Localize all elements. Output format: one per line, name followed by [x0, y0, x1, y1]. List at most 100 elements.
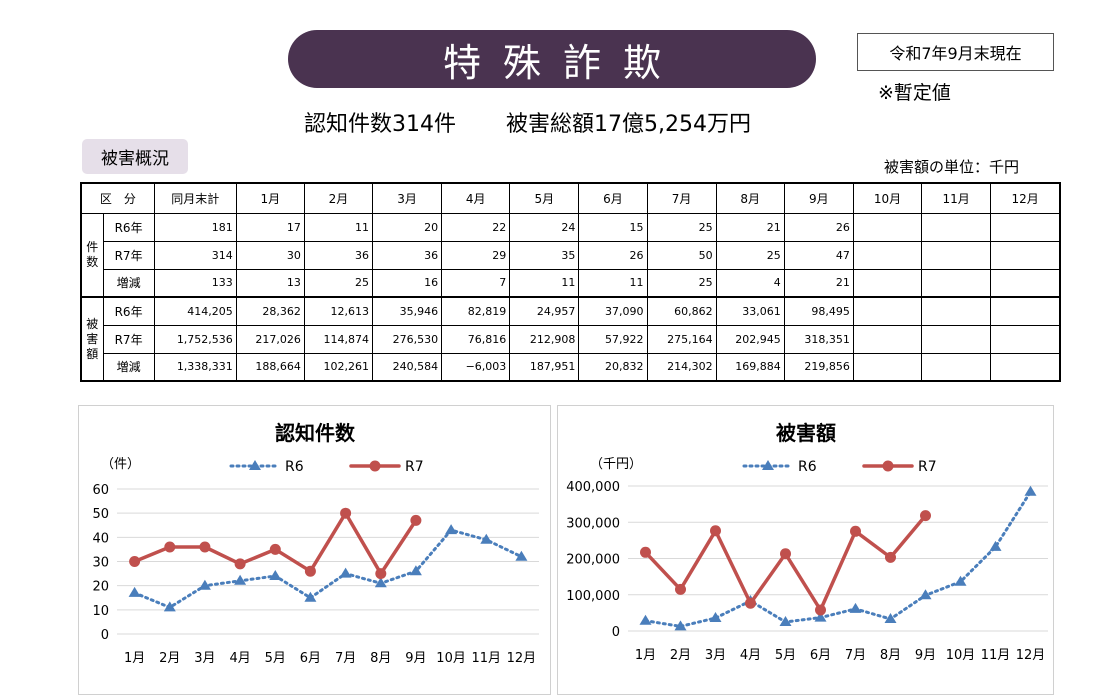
table-header-cell: 同月末計 [153, 182, 237, 214]
table-row-label: R7年 [102, 240, 155, 270]
table-cell: 1,338,331 [153, 352, 237, 382]
x-tick-label: 3月 [194, 651, 215, 666]
table-header-cell: 12月 [990, 182, 1062, 214]
summary-count: 認知件数314件 [304, 112, 456, 137]
legend-label: R7 [405, 459, 424, 475]
table-cell [921, 296, 992, 326]
data-point-r6 [480, 533, 493, 544]
table-cell [852, 212, 923, 242]
table-cell: 318,351 [783, 324, 854, 354]
table-cell: 76,816 [441, 324, 511, 354]
legend-marker [249, 460, 261, 470]
as-of-date-box: 令和7年9月末現在 [857, 33, 1054, 71]
table-header-cell: 5月 [509, 182, 580, 214]
y-tick-label: 100,000 [566, 589, 620, 604]
table-cell: 202,945 [715, 324, 785, 354]
x-tick-label: 6月 [300, 651, 321, 666]
x-tick-label: 1月 [124, 651, 145, 666]
table-cell: 102,261 [303, 352, 374, 382]
table-header-cell: 9月 [783, 182, 854, 214]
table-cell: 15 [578, 212, 648, 242]
data-point-r7 [640, 546, 651, 558]
data-point-r7 [745, 597, 756, 609]
table-cell: 187,951 [509, 352, 580, 382]
y-tick-label: 0 [612, 625, 620, 640]
table-cell: 33,061 [715, 296, 785, 326]
table-row-label: R7年 [102, 324, 155, 354]
data-point-r6 [989, 540, 1002, 551]
table-cell: 16 [372, 268, 443, 298]
table-cell: 217,026 [235, 324, 305, 354]
table-cell: 13 [235, 268, 305, 298]
table-cell: 50 [646, 240, 717, 270]
table-cell: 114,874 [303, 324, 374, 354]
data-point-r6 [234, 574, 247, 585]
data-point-r6 [849, 602, 862, 613]
stats-table: 区 分同月末計 1月 2月 3月 4月 5月 6月 7月 8月 9月 10月 11月 12月 件数 R6年… [79, 182, 1062, 382]
y-tick-label: 40 [92, 531, 109, 546]
data-point-r7 [675, 583, 686, 595]
table-cell: 4 [715, 268, 785, 298]
table-cell [990, 296, 1062, 326]
table-row-label: 増減 [102, 352, 155, 382]
table-header-cell: 8月 [715, 182, 785, 214]
y-tick-label: 0 [101, 628, 109, 643]
table-cell: 35 [509, 240, 580, 270]
x-tick-label: 8月 [370, 651, 391, 666]
data-point-r7 [129, 556, 141, 567]
table-cell: 25 [303, 268, 374, 298]
y-axis-label: （件） [101, 457, 140, 472]
data-point-r6 [304, 591, 317, 602]
series-line-r6 [644, 490, 1032, 628]
x-tick-label: 4月 [229, 651, 250, 666]
x-tick-label: 8月 [880, 648, 901, 663]
unit-note: 被害額の単位：千円 [884, 158, 1020, 176]
table-cell: 25 [646, 212, 717, 242]
data-point-r6 [374, 577, 387, 588]
table-cell [852, 352, 923, 382]
x-tick-label: 11月 [981, 648, 1011, 663]
x-tick-label: 12月 [1016, 648, 1046, 663]
chart-title: 認知件数 [275, 421, 356, 445]
table-row: R7年 314 30 36 36 29 35 26 50 25 47 [81, 240, 1062, 270]
table-cell: 240,584 [372, 352, 443, 382]
table-cell [852, 268, 923, 298]
table-row-label: 増減 [102, 268, 155, 298]
table-cell [921, 268, 992, 298]
data-point-r7 [815, 604, 826, 616]
table-cell: 219,856 [783, 352, 854, 382]
data-point-r7 [234, 558, 246, 570]
table-cell: 21 [783, 268, 854, 298]
table-cell [990, 212, 1062, 242]
table-cell [990, 324, 1062, 354]
count-chart: 認知件数 （件） R6 R7 0 10 20 30 40 50 60 1月 2月 3月 4月 5月 6月 7月 8月… [92, 421, 539, 666]
table-row: 被害額 R6年 414,205 28,362 12,613 35,946 82,819 24,… [79, 296, 1062, 382]
summary-line: 認知件数314件 被害総額17億5,254万円 [304, 106, 751, 138]
x-tick-label: 1月 [635, 648, 656, 663]
table-cell: 275,164 [646, 324, 717, 354]
table-row-label: R6年 [102, 212, 155, 242]
data-point-r7 [199, 541, 211, 553]
table-cell: 29 [441, 240, 511, 270]
table-cell: 26 [578, 240, 648, 270]
x-tick-label: 6月 [810, 648, 831, 663]
y-tick-label: 200,000 [566, 553, 620, 568]
x-tick-label: 2月 [670, 648, 691, 663]
table-header-cell: 1月 [235, 182, 305, 214]
table-cell [990, 240, 1062, 270]
table-header-cell: 区 分 [79, 182, 155, 214]
data-point-r7 [850, 525, 861, 537]
table-cell: −6,003 [441, 352, 511, 382]
table-header-cell: 6月 [578, 182, 648, 214]
table-cell: 60,862 [646, 296, 717, 326]
damage-chart: 被害額 （千円） R6 R7 0 100,000 200,000 300,000 400,000… [566, 421, 1048, 663]
table-cell [990, 268, 1062, 298]
table-cell: 36 [372, 240, 443, 270]
table-cell [921, 352, 992, 382]
table-cell: 26 [783, 212, 854, 242]
legend-label: R6 [285, 459, 304, 475]
data-point-r6 [919, 589, 932, 600]
table-cell: 7 [441, 268, 511, 298]
table-header-cell: 4月 [441, 182, 511, 214]
legend-marker [882, 460, 894, 472]
